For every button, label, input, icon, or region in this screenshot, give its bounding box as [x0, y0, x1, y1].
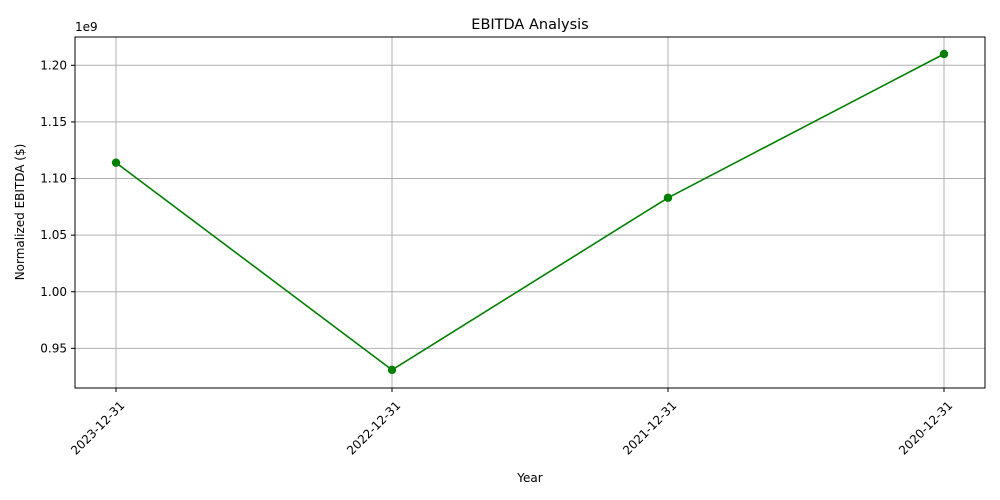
grid [75, 37, 985, 388]
data-point [111, 158, 121, 167]
y-tick-label: 0.95 [40, 341, 67, 355]
x-axis-title: Year [516, 471, 542, 485]
y-tick-label: 1.10 [40, 172, 67, 186]
series-layer [111, 49, 949, 375]
chart-title: EBITDA Analysis [471, 17, 588, 33]
y-axis-title: Normalized EBITDA ($) [13, 144, 27, 281]
plot-frame [74, 36, 986, 389]
y-tick-label: 1.15 [40, 115, 67, 129]
y-tick-label: 1.20 [40, 58, 67, 72]
data-point [663, 193, 673, 202]
y-tick-label: 1.05 [40, 228, 67, 242]
y-tick-label: 1.00 [40, 285, 67, 299]
data-point [387, 365, 397, 375]
data-point [939, 49, 949, 59]
y-axis-offset-label: 1e9 [75, 20, 98, 34]
series-line [115, 53, 945, 371]
